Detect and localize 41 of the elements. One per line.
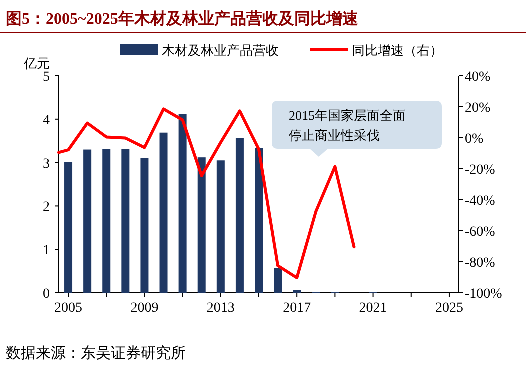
y2-tick-label: -80% xyxy=(465,256,496,271)
bar xyxy=(255,148,263,293)
chart-title: 图5：2005~2025年木材及林业产品营收及同比增速 xyxy=(6,10,360,28)
y-tick-label: 0 xyxy=(43,287,50,302)
bar xyxy=(102,149,111,293)
y2-tick-label: -20% xyxy=(465,163,496,178)
bar xyxy=(178,114,187,293)
y-tick-label: 4 xyxy=(43,113,50,128)
x-tick-label: 2025 xyxy=(435,301,464,316)
y2-tick-label: 40% xyxy=(465,70,491,85)
y2-tick-label: 20% xyxy=(465,101,491,116)
bar xyxy=(64,162,73,293)
annotation: 2015年国家层面全面 xyxy=(289,108,406,123)
bar xyxy=(84,150,92,293)
bar xyxy=(160,132,168,293)
line-series xyxy=(58,108,356,280)
bar xyxy=(236,138,244,293)
bar xyxy=(122,149,130,293)
annotation: 停止商业性采伐 xyxy=(289,128,380,143)
bar xyxy=(216,160,225,293)
x-tick-label: 2021 xyxy=(359,301,388,316)
source-note: 数据来源：东吴证券研究所 xyxy=(6,345,186,362)
x-tick-label: 2017 xyxy=(283,301,312,316)
y-tick-label: 2 xyxy=(43,200,50,216)
bar xyxy=(198,158,206,293)
x-tick-label: 2013 xyxy=(206,301,235,316)
y2-tick-label: -60% xyxy=(465,225,496,240)
bar xyxy=(140,158,149,293)
x-tick-label: 2005 xyxy=(54,301,83,316)
bar xyxy=(274,268,282,293)
bar xyxy=(293,290,302,293)
legend-label: 木材及林业产品营收 xyxy=(162,43,279,58)
y2-tick-label: 0% xyxy=(465,132,484,147)
y-tick-label: 5 xyxy=(43,70,50,85)
y2-tick-label: -100% xyxy=(465,287,503,302)
legend-label: 同比增速（右） xyxy=(352,43,443,58)
y-tick-label: 1 xyxy=(43,244,50,259)
y-axis-title: 亿元 xyxy=(23,56,50,71)
y2-tick-label: -40% xyxy=(465,194,496,209)
x-tick-label: 2009 xyxy=(130,301,159,316)
y-tick-label: 3 xyxy=(43,156,50,172)
